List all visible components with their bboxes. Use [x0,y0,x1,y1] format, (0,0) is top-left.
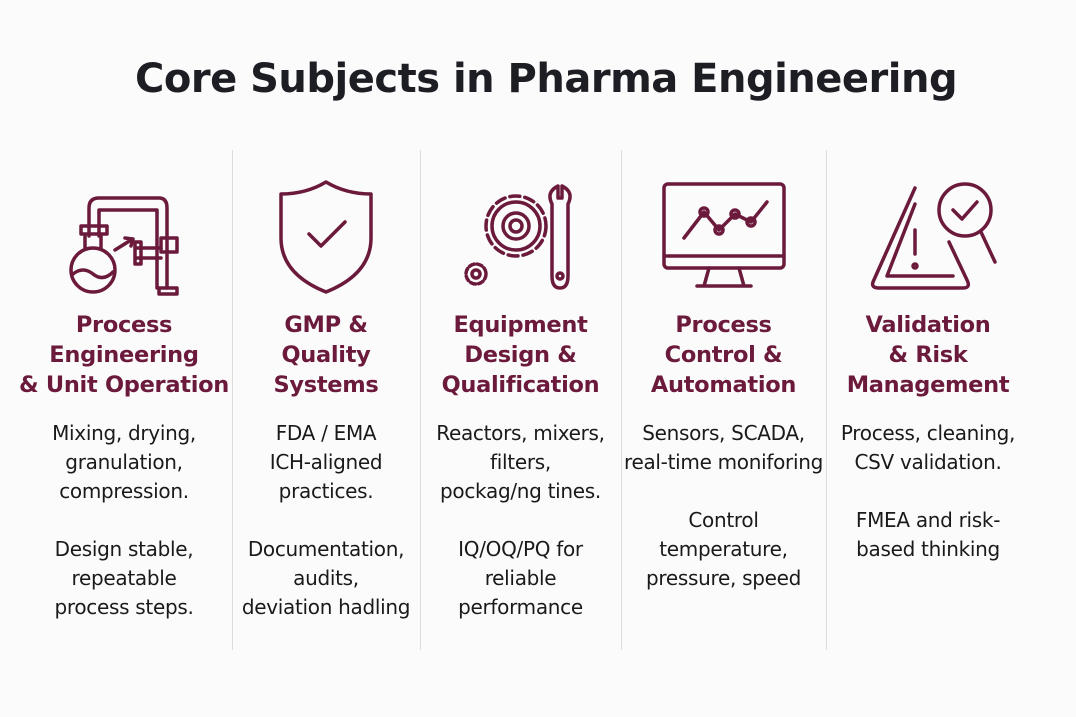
text-line: audits, [293,566,359,590]
text-line: Sensors, SCADA, [642,421,805,445]
text-line: performance [458,595,583,619]
text-line: FDA / EMA [275,421,377,445]
text-line: Process, cleaning, [840,421,1016,445]
column-process-engineering: Process Engineering & Unit Operation Mixin… [14,150,234,650]
text-line: FMEA and risk- [855,508,1001,532]
heading-line: & Risk [888,342,968,368]
warning-magnifier-icon [853,178,1003,298]
column-heading: Process Control & Automation [621,310,826,400]
shield-check-icon [251,178,401,298]
text-line: pressure, speed [645,566,802,590]
text-line: deviation hadling [241,595,411,619]
divider [621,150,622,650]
heading-line: Validation [865,312,991,338]
heading-line: Engineering [49,342,199,368]
text-line: Reactors, mixers, [436,421,605,445]
text-line: repeatable [71,566,177,590]
text-line: process steps. [54,595,194,619]
column-description: Reactors, mixers, filters, pockag/ng tines… [420,419,621,622]
text-line: practices. [278,479,374,503]
heading-line: Process [75,312,173,338]
text-line: Mixing, drying, [52,421,196,445]
monitor-chart-icon [649,178,799,298]
heading-line: & Unit Operation [19,372,229,398]
text-line: Control [688,508,759,532]
text-line: reliable [484,566,557,590]
text-line: filters, [490,450,551,474]
heading-line: Design & [464,342,577,368]
page-title: Core Subjects in Pharma Engineering [135,56,958,102]
text-line: IQ/OQ/PQ for [458,537,583,561]
heading-line: GMP & [284,312,368,338]
heading-line: Quality [281,342,371,368]
heading-line: Automation [650,372,797,398]
pipes-flask-icon [49,178,199,298]
heading-line: Management [846,372,1010,398]
column-validation-risk: Validation & Risk Management Process, clea… [826,150,1030,650]
column-gmp-quality: GMP & Quality Systems FDA / EMA ICH-aligned… [232,150,420,650]
divider [826,150,827,650]
text-line: granulation, [65,450,183,474]
gear-wrench-icon [446,178,596,298]
column-heading: Validation & Risk Management [826,310,1030,400]
heading-line: Qualification [441,372,600,398]
heading-line: Equipment [453,312,588,338]
text-line: pockag/ng tines. [440,479,601,503]
column-description: Process, cleaning, CSV validation. FMEA a… [826,419,1030,564]
text-line: temperature, [659,537,788,561]
text-line: compression. [59,479,189,503]
text-line: based thinking [856,537,1000,561]
heading-line: Process [675,312,772,338]
column-description: Mixing, drying, granulation, compression. … [14,419,234,622]
divider [232,150,233,650]
column-heading: GMP & Quality Systems [232,310,420,400]
heading-line: Control & [664,342,783,368]
text-line: Design stable, [54,537,194,561]
column-heading: Process Engineering & Unit Operation [14,310,234,400]
column-equipment-design: Equipment Design & Qualification Reactors,… [420,150,621,650]
divider [420,150,421,650]
column-description: FDA / EMA ICH-aligned practices. Documenta… [232,419,420,622]
text-line: Documentation, [247,537,405,561]
text-line: ICH-aligned [269,450,383,474]
column-heading: Equipment Design & Qualification [420,310,621,400]
column-process-control: Process Control & Automation Sensors, SCAD… [621,150,826,650]
heading-line: Systems [273,372,379,398]
text-line: CSV validation. [854,450,1002,474]
text-line: real-time moniforing [623,450,824,474]
column-description: Sensors, SCADA, real-time moniforing Cont… [621,419,826,593]
